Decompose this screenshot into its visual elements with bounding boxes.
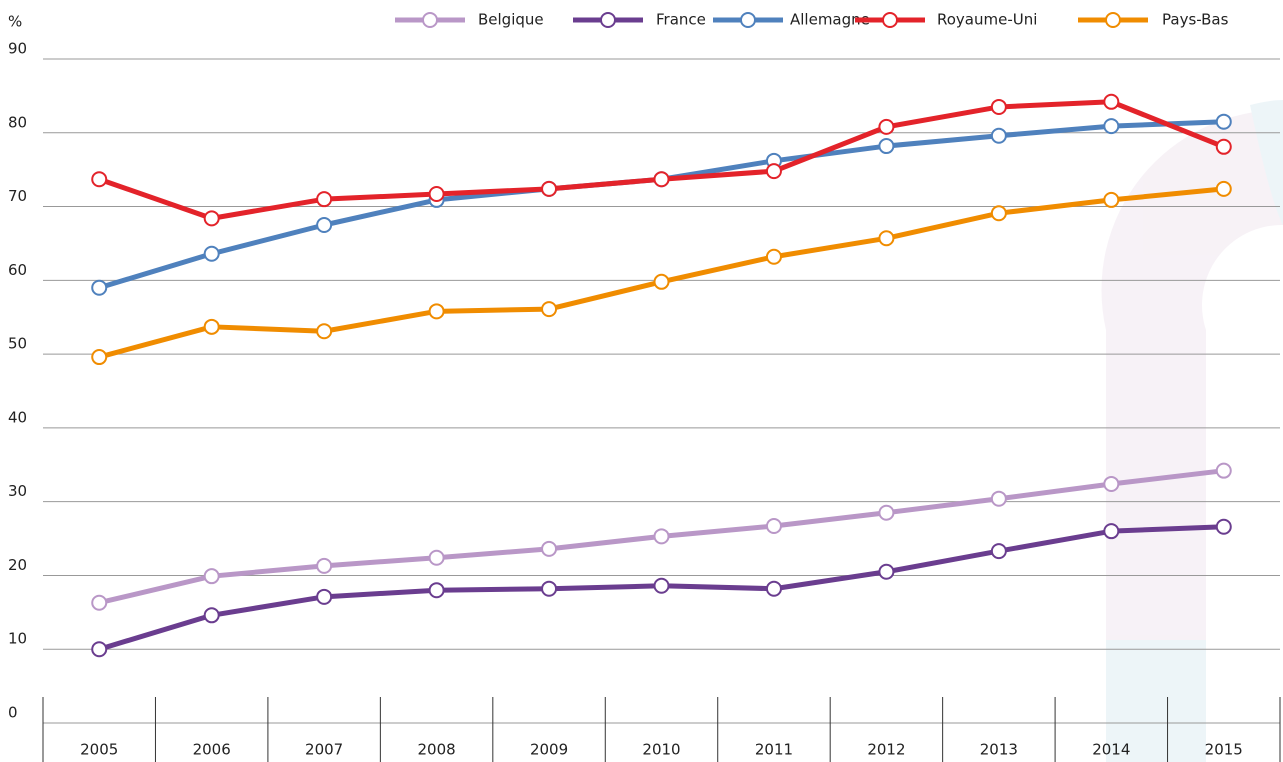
legend-label: France	[656, 11, 706, 29]
data-point	[990, 543, 1007, 560]
x-tick-label: 2005	[80, 741, 118, 759]
data-point	[990, 205, 1007, 222]
legend-marker	[882, 12, 898, 28]
x-tick-label: 2007	[305, 741, 343, 759]
data-point	[91, 594, 108, 611]
legend-label: Allemagne	[790, 11, 870, 29]
data-point	[91, 171, 108, 188]
data-point	[1215, 518, 1232, 535]
data-point	[653, 577, 670, 594]
data-point	[91, 349, 108, 366]
data-point	[91, 641, 108, 658]
x-tick-label: 2015	[1205, 741, 1243, 759]
legend-label: Royaume-Uni	[937, 11, 1037, 29]
data-point	[428, 549, 445, 566]
data-point	[1103, 523, 1120, 540]
legend-marker	[600, 12, 616, 28]
series-line	[98, 186, 1225, 360]
data-point	[1215, 462, 1232, 479]
x-tick-label: 2010	[642, 741, 680, 759]
background-arch	[1101, 100, 1283, 762]
y-tick-label: 50	[8, 335, 27, 353]
data-point	[653, 528, 670, 545]
legend-label: Belgique	[478, 11, 544, 29]
data-point	[1103, 93, 1120, 110]
data-point	[765, 518, 782, 535]
data-point	[428, 303, 445, 320]
y-tick-label: 60	[8, 261, 27, 279]
data-point	[203, 568, 220, 585]
data-point	[878, 138, 895, 155]
data-point	[1215, 113, 1232, 130]
data-point	[653, 273, 670, 290]
data-point	[316, 191, 333, 208]
data-point	[541, 540, 558, 557]
y-tick-label: 90	[8, 40, 27, 58]
data-point	[203, 607, 220, 624]
y-tick-label: 30	[8, 482, 27, 500]
legend-marker	[740, 12, 756, 28]
y-tick-label: 20	[8, 556, 27, 574]
data-point	[990, 490, 1007, 507]
data-point	[1215, 180, 1232, 197]
data-point	[990, 98, 1007, 115]
legend-marker	[1105, 12, 1121, 28]
data-point	[91, 279, 108, 296]
data-point	[541, 180, 558, 197]
data-point	[1103, 475, 1120, 492]
data-point	[1103, 191, 1120, 208]
data-point	[316, 557, 333, 574]
legend-marker	[422, 12, 438, 28]
y-tick-label: 10	[8, 630, 27, 648]
data-point	[203, 210, 220, 227]
series	[91, 518, 1232, 658]
data-point	[765, 163, 782, 180]
y-tick-label: 70	[8, 187, 27, 205]
data-point	[765, 248, 782, 265]
data-point	[878, 230, 895, 247]
data-point	[878, 118, 895, 135]
data-point	[316, 323, 333, 340]
data-point	[990, 127, 1007, 144]
y-tick-label: 80	[8, 113, 27, 131]
data-point	[541, 580, 558, 597]
data-point	[203, 245, 220, 262]
data-point	[203, 318, 220, 335]
series-line	[98, 99, 1225, 221]
x-tick-label: 2014	[1092, 741, 1130, 759]
x-tick-label: 2006	[193, 741, 231, 759]
data-point	[541, 301, 558, 318]
x-tick-label: 2011	[755, 741, 793, 759]
x-tick-label: 2012	[867, 741, 905, 759]
data-point	[428, 186, 445, 203]
data-point	[428, 582, 445, 599]
series	[91, 180, 1232, 366]
data-point	[1215, 138, 1232, 155]
data-point	[316, 588, 333, 605]
x-tick-label: 2013	[980, 741, 1018, 759]
y-axis-label: %	[8, 13, 22, 31]
data-point	[653, 171, 670, 188]
data-point	[1103, 118, 1120, 135]
series	[91, 462, 1232, 611]
x-tick-label: 2009	[530, 741, 568, 759]
data-point	[316, 217, 333, 233]
data-point	[878, 563, 895, 580]
y-tick-label: 40	[8, 408, 27, 426]
data-point	[878, 504, 895, 521]
y-tick-label: 0	[8, 704, 18, 722]
x-tick-label: 2008	[417, 741, 455, 759]
data-point	[765, 580, 782, 597]
series	[91, 93, 1232, 227]
legend-label: Pays-Bas	[1162, 11, 1229, 29]
